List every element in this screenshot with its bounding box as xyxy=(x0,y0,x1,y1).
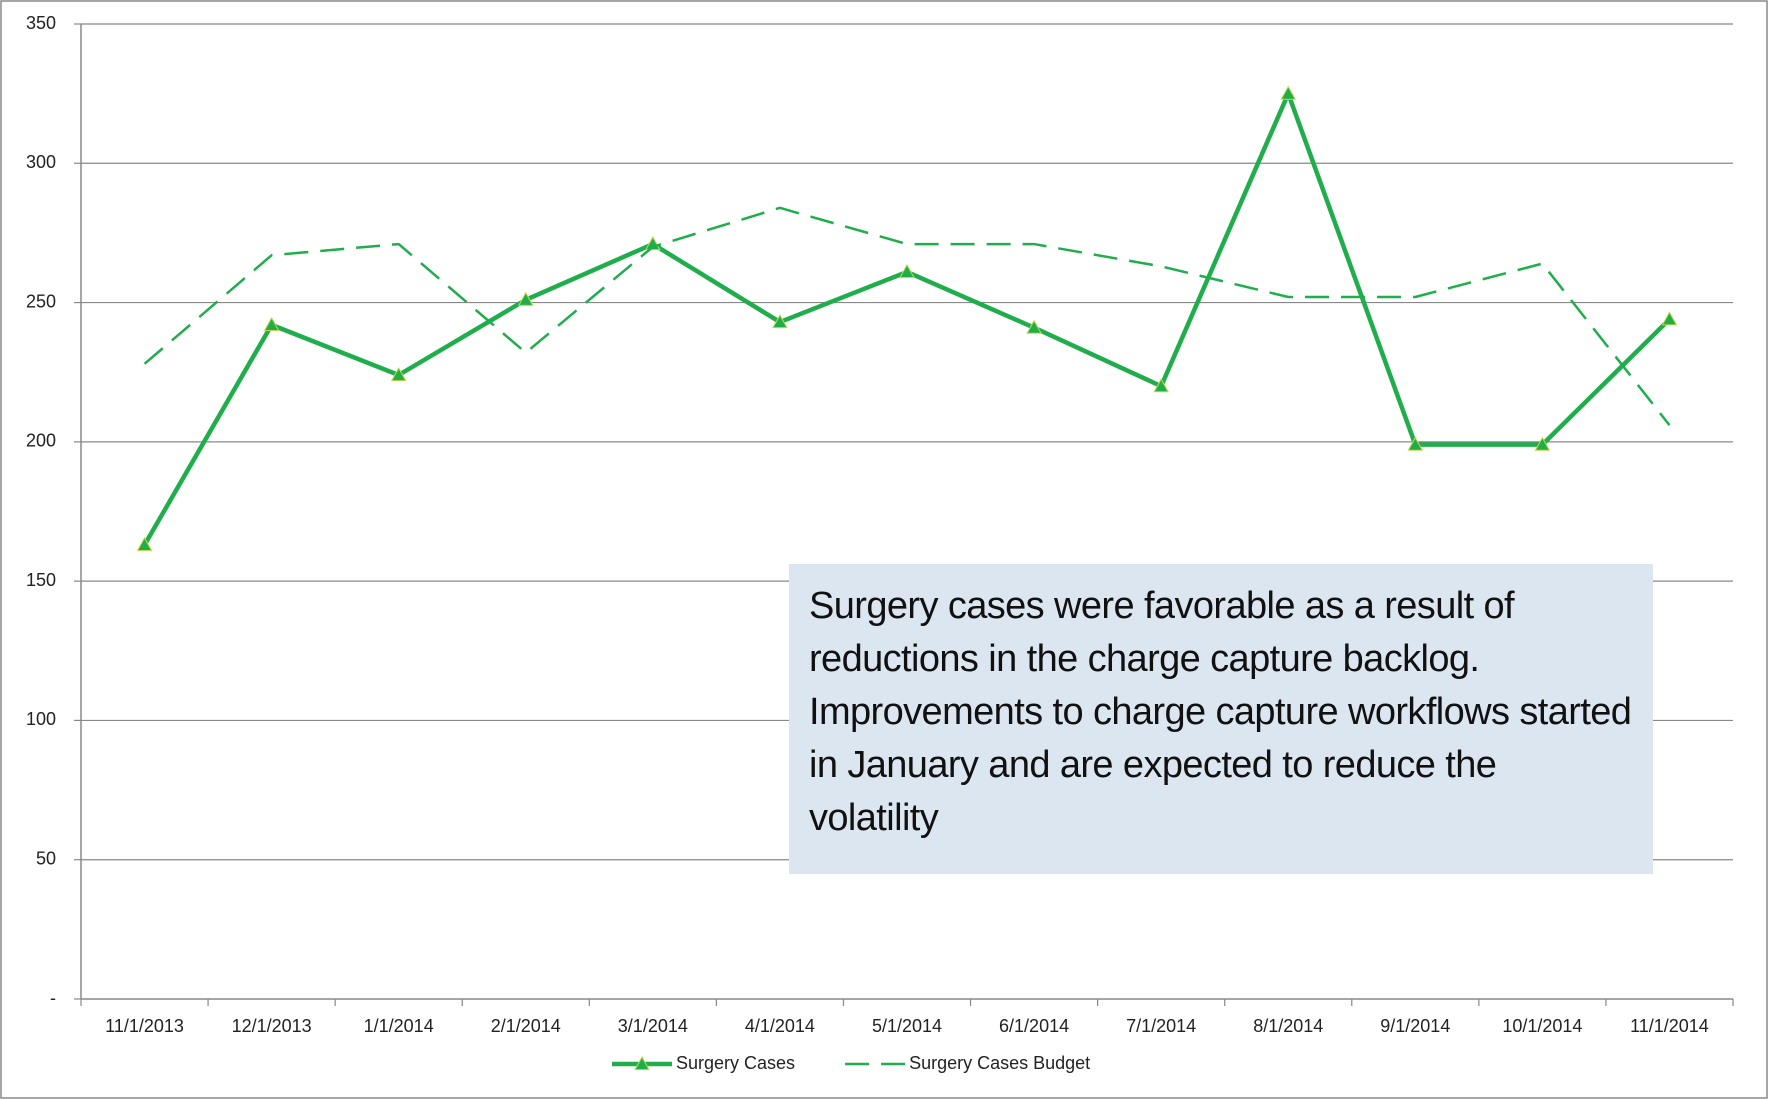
marker xyxy=(136,536,153,552)
y-tick-label: 250 xyxy=(26,291,56,311)
x-tick-label: 11/1/2014 xyxy=(1630,1016,1709,1036)
y-tick-label: - xyxy=(50,988,56,1008)
y-tick-label: 150 xyxy=(26,570,56,590)
x-tick-label: 7/1/2014 xyxy=(1126,1016,1196,1036)
x-tick-label: 4/1/2014 xyxy=(745,1016,815,1036)
series-line xyxy=(142,91,1672,547)
x-tick-label: 10/1/2014 xyxy=(1502,1016,1582,1036)
y-tick-label: 350 xyxy=(26,13,56,33)
x-tick-label: 6/1/2014 xyxy=(999,1016,1069,1036)
series-line xyxy=(143,206,1671,426)
x-tick-label: 12/1/2013 xyxy=(232,1016,312,1036)
x-tick-label: 9/1/2014 xyxy=(1380,1016,1450,1036)
x-tick-label: 2/1/2014 xyxy=(491,1016,561,1036)
y-tick-label: 300 xyxy=(26,152,56,172)
y-tick-label: 200 xyxy=(26,431,56,451)
x-tick-label: 8/1/2014 xyxy=(1253,1016,1323,1036)
marker xyxy=(1026,319,1042,334)
x-tick-label: 1/1/2014 xyxy=(364,1016,434,1036)
legend-label: Surgery Cases Budget xyxy=(909,1053,1090,1073)
legend-label: Surgery Cases xyxy=(676,1053,795,1073)
legend-marker xyxy=(634,1055,650,1071)
marker xyxy=(1534,436,1551,451)
marker xyxy=(1280,85,1297,100)
marker xyxy=(772,314,788,329)
marker xyxy=(390,366,407,382)
x-tick-label: 11/1/2013 xyxy=(105,1016,184,1036)
marker xyxy=(899,263,915,279)
marker xyxy=(1407,436,1424,451)
y-tick-label: 50 xyxy=(36,848,56,868)
annotation: Surgery cases were favorable as a result… xyxy=(789,564,1653,874)
marker xyxy=(517,291,534,306)
x-tick-label: 3/1/2014 xyxy=(618,1016,688,1036)
marker xyxy=(263,316,280,331)
marker xyxy=(1661,311,1678,326)
y-tick-label: 100 xyxy=(26,709,56,729)
x-tick-label: 5/1/2014 xyxy=(872,1016,942,1036)
marker xyxy=(1153,378,1170,393)
